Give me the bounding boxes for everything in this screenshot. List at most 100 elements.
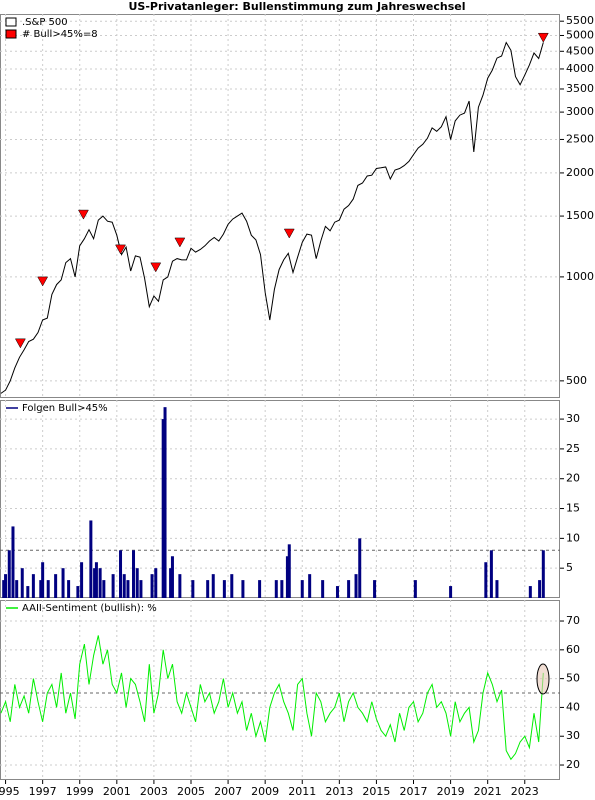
bar	[76, 586, 80, 598]
y-tick-label: 60	[566, 643, 580, 656]
bar	[258, 580, 262, 598]
y-tick-label: 500	[566, 374, 587, 387]
bar	[484, 562, 488, 598]
bar	[89, 520, 93, 598]
bar	[11, 526, 15, 598]
y-tick-label: 1500	[566, 209, 594, 222]
x-tick-label: 2005	[177, 785, 205, 798]
legend-label: AAII-Sentiment (bullish): %	[22, 603, 157, 614]
bar	[61, 568, 65, 598]
bar	[335, 586, 339, 598]
y-tick-label: 4500	[566, 44, 594, 57]
x-tick-label: 2007	[214, 785, 242, 798]
signal-marker	[174, 237, 186, 248]
signal-marker	[14, 338, 26, 349]
bar	[300, 580, 304, 598]
bar	[285, 556, 289, 598]
bar	[2, 580, 6, 598]
bar	[26, 586, 30, 598]
bar	[495, 580, 499, 598]
y-tick-label: 5000	[566, 28, 594, 41]
y-tick-label: 20	[566, 472, 580, 485]
legend-label: .S&P 500	[22, 17, 68, 28]
bar	[132, 550, 136, 598]
bar	[321, 580, 325, 598]
x-tick-label: 1997	[29, 785, 57, 798]
y-tick-label: 25	[566, 442, 580, 455]
bar	[230, 574, 234, 598]
series-line	[0, 635, 544, 761]
bar	[31, 574, 35, 598]
bar	[102, 580, 106, 598]
bar	[274, 580, 278, 598]
x-tick-label: 2011	[288, 785, 316, 798]
bar	[241, 580, 245, 598]
x-tick-label: 2017	[400, 785, 428, 798]
x-tick-label: 2013	[325, 785, 353, 798]
bar	[119, 550, 123, 598]
x-tick-label: 2001	[103, 785, 131, 798]
bar	[15, 580, 19, 598]
bar	[280, 580, 284, 598]
bar	[541, 550, 545, 598]
bar	[308, 574, 312, 598]
bar	[154, 568, 158, 598]
y-tick-label: 3000	[566, 105, 594, 118]
bar	[449, 586, 453, 598]
bar	[373, 580, 377, 598]
bar	[206, 580, 210, 598]
x-tick-label: 1999	[66, 785, 94, 798]
x-tick-label: 2021	[474, 785, 502, 798]
bar	[67, 580, 71, 598]
bar	[161, 419, 165, 598]
bar	[46, 580, 50, 598]
bar	[54, 574, 58, 598]
y-tick-label: 50	[566, 672, 580, 685]
legend-label: Folgen Bull>45%	[22, 403, 108, 414]
x-tick-label: 2003	[140, 785, 168, 798]
y-tick-label: 40	[566, 700, 580, 713]
x-tick-label: 1995	[0, 785, 20, 798]
signal-marker	[115, 244, 126, 255]
y-tick-label: 20	[566, 758, 580, 771]
bar	[191, 580, 195, 598]
y-tick-label: 10	[566, 531, 580, 544]
signal-marker	[537, 32, 549, 43]
bar	[39, 580, 43, 598]
bar	[80, 562, 84, 598]
bar	[98, 568, 102, 598]
bar	[150, 574, 154, 598]
x-tick-label: 2015	[362, 785, 390, 798]
bar	[7, 550, 11, 598]
bar	[347, 580, 351, 598]
x-tick-label: 2023	[511, 785, 539, 798]
bar	[178, 574, 182, 598]
y-tick-label: 30	[566, 729, 580, 742]
bar	[170, 556, 174, 598]
legend-swatch	[5, 17, 17, 27]
legend-swatch	[5, 29, 17, 39]
chart-title: US-Privatanleger: Bullenstimmung zum Jah…	[129, 0, 466, 13]
y-tick-label: 3500	[566, 82, 594, 95]
panel-frame	[0, 14, 560, 398]
x-tick-label: 2009	[251, 785, 279, 798]
signal-marker	[283, 228, 295, 239]
bar	[20, 568, 24, 598]
bar	[122, 574, 126, 598]
bar	[94, 562, 98, 598]
y-tick-label: 5500	[566, 14, 594, 27]
bar	[354, 574, 358, 598]
bar	[4, 574, 8, 598]
y-tick-label: 5	[566, 561, 573, 574]
y-tick-label: 2000	[566, 166, 594, 179]
bar	[135, 568, 139, 598]
legend-label: # Bull>45%=8	[22, 29, 98, 40]
panel-frame	[0, 600, 560, 780]
y-tick-label: 15	[566, 502, 580, 515]
bar	[41, 562, 45, 598]
bar	[358, 538, 362, 598]
bar	[163, 407, 167, 598]
y-tick-label: 1000	[566, 270, 594, 283]
signal-marker	[78, 209, 89, 220]
